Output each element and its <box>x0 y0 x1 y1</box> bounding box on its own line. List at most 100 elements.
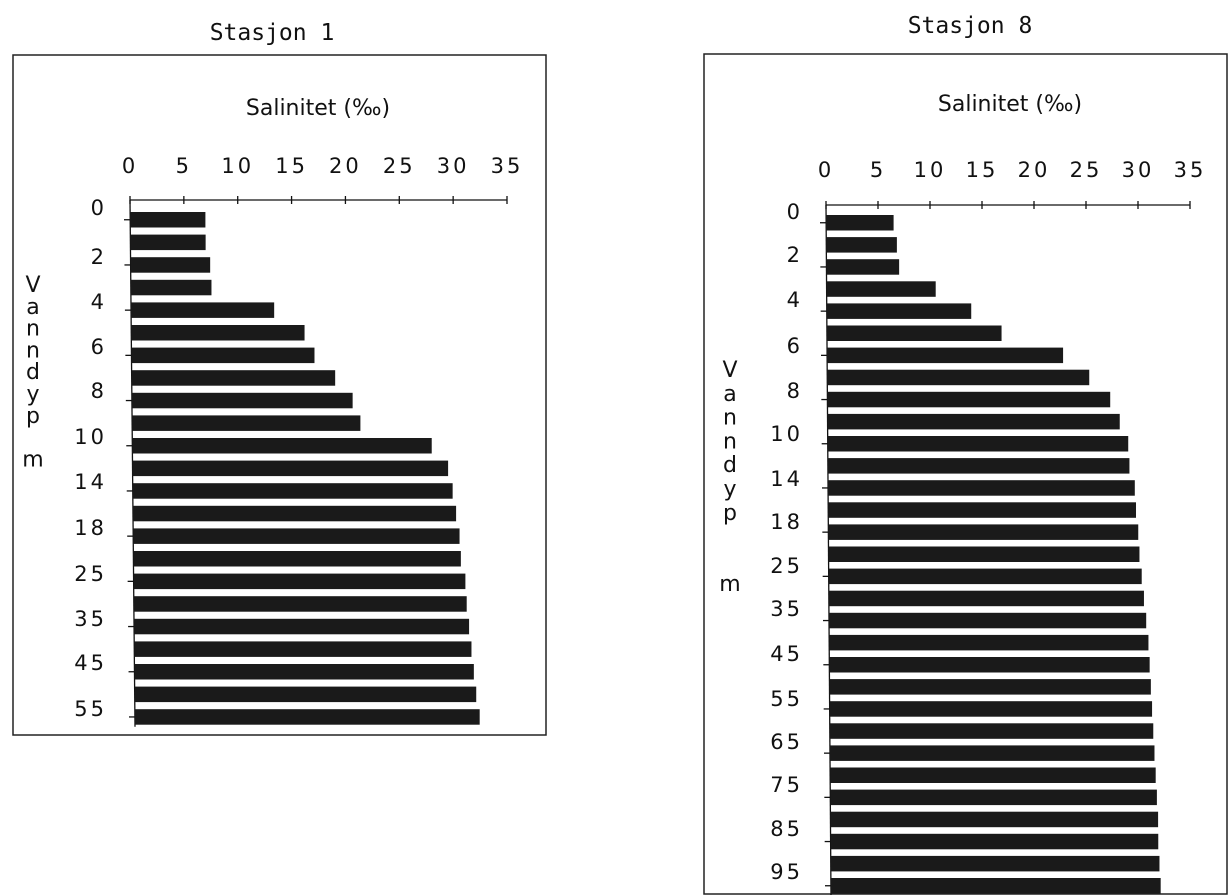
chart2-y-tick-label: 35 <box>770 597 803 621</box>
chart2-bar <box>827 391 1111 408</box>
chart1-x-tick-label: 0 <box>122 154 138 178</box>
chart1-y-tick-label: 35 <box>74 607 107 631</box>
chart2-bar <box>830 745 1155 761</box>
chart1-y-tick-label: 8 <box>91 379 107 403</box>
chart2-bar <box>826 281 936 297</box>
chart1-x-tick-label: 10 <box>221 154 254 178</box>
chart2-frame <box>703 53 1228 895</box>
chart1-bar <box>133 596 467 612</box>
chart2-bar <box>830 811 1159 828</box>
chart2-bar <box>828 590 1144 607</box>
chart1-bar <box>132 415 361 431</box>
chart2-x-axis-title: Salinitet (‰) <box>938 92 1082 117</box>
chart1-bar <box>130 302 275 318</box>
chart1-y-axis-title-letter: n <box>26 338 40 363</box>
chart1-x-tick-label: 25 <box>383 154 416 178</box>
chart2-bar <box>830 789 1157 806</box>
chart1-title: Stasjon 1 <box>210 20 335 46</box>
chart1-bar <box>134 641 472 657</box>
chart1-x-tick-label: 5 <box>176 154 192 178</box>
chart1-x-tick-label: 30 <box>437 154 470 178</box>
chart2-bar <box>829 723 1154 739</box>
chart1-y-tick-label: 4 <box>91 290 107 314</box>
chart2-y-tick-label: 2 <box>787 243 803 267</box>
chart1-y-tick-label: 6 <box>91 335 107 359</box>
chart2-bar <box>827 369 1090 386</box>
chart2-bar <box>826 303 972 319</box>
chart2-bar <box>829 701 1153 717</box>
chart1-x-tick-label: 35 <box>491 154 524 178</box>
chart2-bar <box>828 480 1135 496</box>
chart2-bar <box>827 347 1064 364</box>
chart1-bar <box>134 686 477 703</box>
chart2-y-axis-title-letter: n <box>723 429 737 454</box>
chart2-y-tick-label: 6 <box>787 334 803 358</box>
chart2-bar <box>826 237 897 253</box>
chart1-bar <box>134 664 474 680</box>
chart1-y-tick-label: 0 <box>91 196 107 220</box>
chart2-y-axis-title-letter: a <box>723 382 736 407</box>
chart2-y-tick-label: 0 <box>787 200 803 224</box>
chart2-x-tick-label: 0 <box>818 158 834 182</box>
chart2-x-tick-label: 20 <box>1018 158 1051 182</box>
chart2-bar <box>830 833 1159 850</box>
chart1-y-axis-title-letter: n <box>26 317 40 342</box>
chart2-bar <box>829 657 1150 673</box>
chart1-y-axis-title-letter: d <box>26 360 40 385</box>
chart1-bar <box>131 325 305 341</box>
chart1-bar <box>130 212 206 228</box>
chart1-bar <box>133 551 461 567</box>
chart2-bar <box>829 612 1147 629</box>
chart1-y-axis-title-letter: p <box>26 404 40 429</box>
chart2-bar <box>828 502 1137 518</box>
chart2-bar <box>831 878 1161 894</box>
chart2-x-tick-label: 10 <box>914 158 947 182</box>
chart2-y-tick-label: 75 <box>770 773 803 797</box>
chart1-x-tick-label: 15 <box>275 154 308 178</box>
chart1-bar <box>133 573 466 590</box>
chart1-bar <box>134 618 470 635</box>
chart1-y-axis-title-letter: y <box>26 382 39 407</box>
chart2-bar <box>827 436 1129 452</box>
chart2-title: Stasjon 8 <box>908 13 1033 39</box>
chart2-y-tick-label: 25 <box>770 554 803 578</box>
chart2-y-tick-label: 45 <box>770 642 803 666</box>
chart2-y-tick-label: 8 <box>787 379 803 403</box>
chart2-bar <box>830 767 1156 783</box>
chart2-bar <box>826 259 900 275</box>
chart2-x-tick-label: 30 <box>1122 158 1155 182</box>
chart1-bar <box>132 438 432 454</box>
chart2-y-axis-title-letter: y <box>723 477 736 502</box>
chart2-bar <box>826 215 894 231</box>
chart1-y-tick-label: 18 <box>74 516 107 540</box>
chart2-bar <box>830 855 1160 872</box>
chart1-y-axis-title-letter: a <box>26 295 39 320</box>
chart2-bar <box>829 634 1149 651</box>
chart2-y-axis-title-letter: V <box>722 358 737 383</box>
chart2-y-tick-label: 55 <box>770 687 803 711</box>
chart2-y-axis-title-letter: d <box>723 453 737 478</box>
chart2-y-tick-label: 85 <box>770 817 803 841</box>
chart1-y-axis-title-letter: m <box>22 447 43 472</box>
chart2-y-tick-label: 10 <box>770 422 803 446</box>
chart2-y-tick-label: 95 <box>770 860 803 884</box>
chart2-bar <box>827 458 1130 474</box>
chart2-bar <box>826 325 1002 341</box>
chart2-y-axis-title-letter: n <box>723 406 737 431</box>
chart2-x-tick-label: 35 <box>1174 158 1207 182</box>
chart1-frame <box>12 54 547 736</box>
chart1-bar <box>130 257 211 273</box>
chart2-y-axis-title-letter: p <box>723 501 737 526</box>
chart1-bar <box>133 528 460 544</box>
chart2-bar <box>828 524 1139 540</box>
chart2-bar <box>827 413 1120 430</box>
chart2-y-tick-label: 4 <box>787 288 803 312</box>
chart1-bar <box>131 370 336 386</box>
chart1-bar <box>131 347 315 364</box>
chart1-bar <box>132 460 449 477</box>
chart2-y-axis-title-letter: m <box>719 572 740 597</box>
chart1-y-axis-title-letter: V <box>25 273 40 298</box>
chart2-bar <box>829 679 1151 695</box>
chart1-bar <box>132 483 453 499</box>
